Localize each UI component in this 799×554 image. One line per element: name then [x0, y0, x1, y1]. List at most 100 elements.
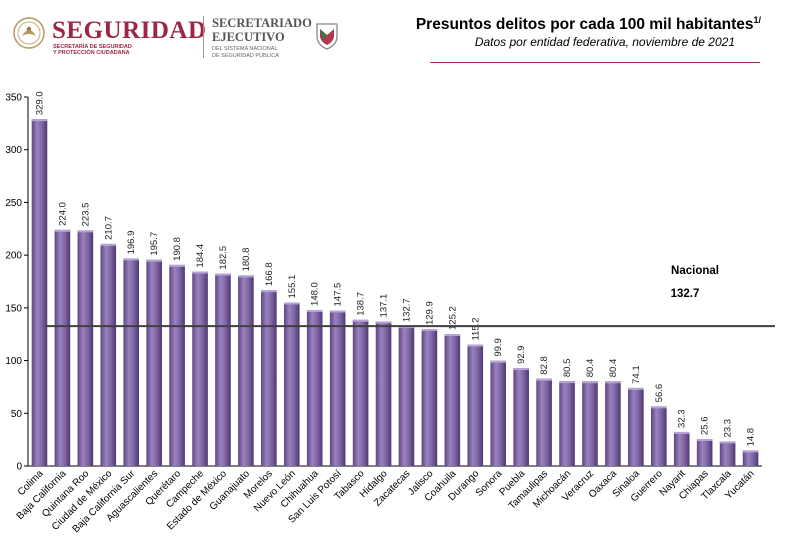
bar — [559, 381, 575, 466]
bar-top-highlight — [306, 309, 323, 312]
bar — [169, 264, 185, 466]
seguridad-logo: SEGURIDAD SECRETARÍA DE SEGURIDAD Y PROT… — [12, 14, 206, 58]
bar — [215, 273, 231, 466]
bar-top-highlight — [238, 275, 254, 278]
bar — [696, 439, 713, 466]
bar — [444, 334, 461, 466]
chart-title-note: 1/ — [753, 15, 761, 25]
seguridad-sub-line-1: SECRETARÍA DE SEGURIDAD — [53, 44, 132, 50]
bar-top-highlight — [329, 310, 346, 313]
bar — [54, 229, 71, 466]
data-label: 184.4 — [195, 244, 206, 268]
mexico-seal-icon — [13, 17, 45, 49]
bar-top-highlight — [123, 258, 140, 261]
data-label: 80.4 — [608, 359, 619, 378]
data-label: 14.8 — [746, 428, 757, 447]
bar-top-highlight — [261, 290, 277, 293]
data-label: 223.5 — [80, 203, 91, 227]
bar — [536, 378, 552, 466]
bar — [467, 344, 484, 466]
y-tick-label: 350 — [5, 93, 22, 104]
data-label: 32.3 — [677, 409, 688, 428]
data-label: 224.0 — [57, 202, 68, 226]
bar — [513, 368, 529, 466]
data-label: 25.6 — [700, 417, 711, 436]
sesnsp-title-line-2: EJECUTIVO — [212, 30, 285, 44]
bar — [421, 329, 438, 466]
sesnsp-subtitle: DEL SISTEMA NACIONAL DE SEGURIDAD PÚBLIC… — [212, 46, 279, 59]
y-tick-label: 200 — [5, 251, 22, 262]
data-label: 80.5 — [562, 359, 573, 378]
category-label: Sonora — [474, 468, 505, 499]
sesnsp-title-line-1: SECRETARIADO — [212, 16, 312, 30]
title-underline — [430, 62, 760, 63]
bar — [719, 441, 736, 466]
bar-top-highlight — [31, 119, 48, 122]
shield-icon — [316, 23, 338, 50]
bar-top-highlight — [490, 360, 507, 363]
bar-top-highlight — [54, 229, 71, 232]
bar — [31, 119, 48, 466]
data-label: 329.0 — [34, 91, 45, 115]
bar — [261, 290, 277, 466]
data-label: 147.5 — [333, 283, 344, 307]
bar — [100, 243, 117, 466]
y-tick-label: 300 — [5, 145, 22, 156]
bar-top-highlight — [100, 243, 117, 246]
seguridad-subtitle: SECRETARÍA DE SEGURIDAD Y PROTECCIÓN CIU… — [53, 44, 132, 56]
header: SEGURIDAD SECRETARÍA DE SEGURIDAD Y PROT… — [0, 0, 799, 70]
data-label: 155.1 — [287, 275, 298, 299]
data-label: 125.2 — [447, 306, 458, 330]
seguridad-sub-line-2: Y PROTECCIÓN CIUDADANA — [53, 50, 130, 56]
logo-divider — [203, 16, 204, 58]
sesnsp-logo: SECRETARIADO EJECUTIVO DEL SISTEMA NACIO… — [212, 14, 347, 60]
bar-top-highlight — [719, 441, 736, 444]
y-tick-label: 0 — [16, 462, 22, 473]
bar — [192, 271, 208, 466]
bar-top-highlight — [283, 302, 300, 305]
data-label: 148.0 — [310, 282, 321, 306]
bar-top-highlight — [169, 264, 185, 267]
national-label: Nacional — [671, 265, 719, 277]
bar — [605, 381, 621, 466]
bar — [628, 387, 644, 466]
data-label: 80.4 — [585, 359, 596, 378]
bar-top-highlight — [77, 230, 94, 233]
national-reference: Nacional 132.7 — [46, 265, 775, 328]
bar — [352, 319, 369, 466]
data-label: 82.8 — [539, 356, 550, 375]
data-label: 99.9 — [493, 338, 504, 357]
data-label: 137.1 — [379, 294, 390, 318]
bar — [742, 450, 759, 466]
bar — [650, 406, 667, 466]
bar — [398, 326, 415, 466]
bar-chart: 0 50 100 150 200 250 300 350 329.0Colima224.0Ba… — [5, 91, 775, 535]
bar-top-highlight — [192, 271, 208, 274]
data-label: 210.7 — [103, 216, 114, 240]
bar-top-highlight — [650, 406, 667, 409]
bar — [306, 309, 323, 466]
bar-top-highlight — [352, 319, 369, 322]
data-label: 195.7 — [149, 232, 160, 256]
bar-top-highlight — [467, 344, 484, 347]
y-tick-label: 250 — [5, 198, 22, 209]
data-label: 132.7 — [401, 298, 412, 322]
bar-top-highlight — [582, 381, 598, 384]
bar-top-highlight — [513, 368, 529, 371]
bar-top-highlight — [421, 329, 438, 332]
bar — [673, 431, 690, 466]
data-label: 56.6 — [654, 384, 665, 403]
bar — [77, 230, 94, 466]
bar-top-highlight — [375, 321, 392, 324]
data-label: 182.5 — [218, 246, 229, 270]
sesnsp-title: SECRETARIADO EJECUTIVO — [212, 16, 312, 44]
chart-title-text: Presuntos delitos por cada 100 mil habit… — [415, 16, 754, 34]
seguridad-title: SEGURIDAD — [52, 17, 207, 44]
bar — [375, 321, 392, 466]
chart-title: Presuntos delitos por cada 100 mil habit… — [416, 15, 761, 34]
bar-top-highlight — [444, 334, 461, 337]
sesnsp-sub-line-2: DE SEGURIDAD PÚBLICA — [212, 52, 279, 59]
bar-top-highlight — [536, 378, 552, 381]
data-label: 115.2 — [470, 317, 481, 340]
